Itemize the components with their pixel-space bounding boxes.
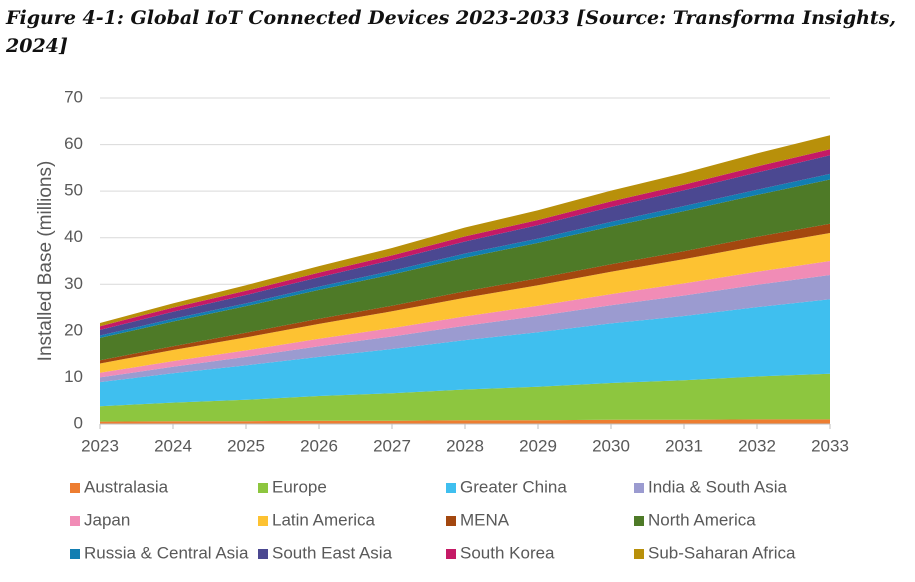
area <box>100 173 830 338</box>
area <box>100 419 830 424</box>
x-tick-label: 2024 <box>154 436 192 455</box>
y-tick-label: 20 <box>64 320 83 339</box>
y-axis-label: Installed Base (millions) <box>35 161 56 362</box>
y-tick-label: 10 <box>64 367 83 386</box>
legend-swatch <box>634 516 644 526</box>
legend-swatch <box>634 483 644 493</box>
legend-label: Japan <box>84 510 130 529</box>
area <box>100 373 830 422</box>
legend-label: India & South Asia <box>648 477 787 496</box>
x-tick-label: 2032 <box>738 436 776 455</box>
legend-swatch <box>634 549 644 559</box>
x-tick-label: 2025 <box>227 436 265 455</box>
legend-swatch <box>70 483 80 493</box>
area <box>100 299 830 407</box>
legend-label: Sub-Saharan Africa <box>648 543 796 562</box>
legend-swatch <box>70 549 80 559</box>
legend-swatch <box>446 516 456 526</box>
chart-title: Figure 4-1: Global IoT Connected Devices… <box>6 7 897 57</box>
x-tick-label: 2033 <box>811 436 849 455</box>
x-tick-label: 2023 <box>81 436 119 455</box>
y-tick-label: 0 <box>74 413 83 432</box>
area <box>100 261 830 378</box>
y-tick-label: 40 <box>64 227 83 246</box>
legend-swatch <box>446 483 456 493</box>
legend-swatch <box>70 516 80 526</box>
x-tick-label: 2028 <box>446 436 484 455</box>
area <box>100 179 830 361</box>
area <box>100 135 830 327</box>
area <box>100 155 830 336</box>
y-tick-label: 70 <box>64 87 83 106</box>
legend-label: Greater China <box>460 477 567 496</box>
area <box>100 223 830 364</box>
x-tick-label: 2026 <box>300 436 338 455</box>
legend-swatch <box>258 516 268 526</box>
legend-label: Australasia <box>84 477 169 496</box>
x-tick-label: 2029 <box>519 436 557 455</box>
y-tick-label: 60 <box>64 134 83 153</box>
area <box>100 233 830 373</box>
legend-label: Russia & Central Asia <box>84 543 249 562</box>
legend-swatch <box>258 483 268 493</box>
legend-swatch <box>446 549 456 559</box>
legend-label: South Korea <box>460 543 555 562</box>
legend-label: North America <box>648 510 756 529</box>
legend-label: Latin America <box>272 510 376 529</box>
y-tick-label: 50 <box>64 181 83 200</box>
legend-label: MENA <box>460 510 510 529</box>
legend-label: South East Asia <box>272 543 393 562</box>
area <box>100 274 830 383</box>
area <box>100 149 830 330</box>
x-tick-label: 2027 <box>373 436 411 455</box>
legend-swatch <box>258 549 268 559</box>
legend-label: Europe <box>272 477 327 496</box>
x-tick-label: 2030 <box>592 436 630 455</box>
x-tick-label: 2031 <box>665 436 703 455</box>
y-tick-label: 30 <box>64 274 83 293</box>
